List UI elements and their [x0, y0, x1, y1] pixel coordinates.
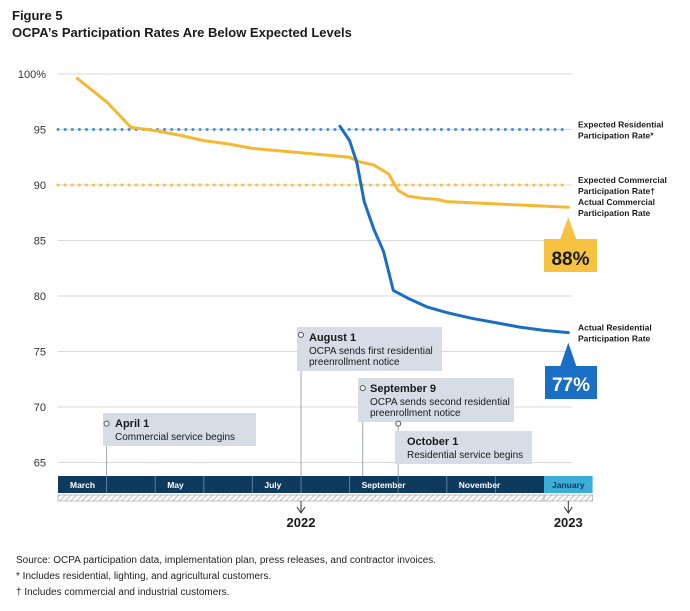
footnote-dagger: † Includes commercial and industrial cus… [16, 587, 230, 598]
annotation-title: September 9 [370, 383, 436, 395]
series-label: Participation Rate† [578, 186, 655, 196]
figure-label: Figure 5 [12, 8, 63, 23]
annotation-dot [359, 385, 366, 392]
y-tick-label: 65 [34, 458, 46, 470]
y-tick-label: 85 [34, 236, 46, 248]
figure-title: OCPA’s Participation Rates Are Below Exp… [12, 25, 352, 40]
series-label: Participation Rate [578, 334, 651, 344]
annotation-box [297, 327, 442, 371]
year-arrow-head [563, 506, 573, 514]
timeline-bar-2023 [544, 476, 593, 493]
series-line-actual-residential-participation-rate [338, 124, 570, 335]
month-label-march: March [70, 480, 95, 490]
month-label-july: July [264, 480, 281, 490]
footnotes: Source: OCPA participation data, impleme… [16, 553, 436, 601]
footnote-star: * Includes residential, lighting, and ag… [16, 571, 272, 582]
annotation-title: August 1 [309, 332, 356, 344]
series-label: Actual Residential [578, 323, 652, 333]
y-tick-label: 75 [34, 347, 46, 359]
month-label-november: November [459, 480, 501, 490]
annotation-title: October 1 [407, 436, 458, 448]
series-label: Expected Commercial [578, 175, 667, 185]
annotation-box [103, 413, 256, 446]
y-tick-label: 80 [34, 291, 46, 303]
month-label-january: January [552, 480, 585, 490]
y-tick-label: 70 [34, 402, 46, 414]
month-label-may: May [167, 480, 184, 490]
annotation-dot [103, 420, 110, 427]
annotation-dot [298, 331, 304, 338]
end-callout-commercial [544, 217, 597, 272]
end-value-commercial: 88% [551, 249, 589, 270]
annotation-dot [395, 420, 402, 427]
annotation-text: preenrollment notice [309, 357, 400, 368]
series-label: Expected Residential [578, 120, 664, 130]
y-tick-label: 95 [34, 125, 46, 137]
annotation-title: April 1 [115, 418, 149, 430]
annotation-text: OCPA sends first residential [309, 346, 433, 357]
annotation-box [395, 431, 532, 464]
series-line-actual-commercial-participation-rate [75, 76, 570, 209]
series-label: Participation Rate [578, 208, 651, 218]
annotation-box [358, 378, 514, 422]
series-label: Actual Commercial [578, 197, 655, 207]
series-label: Participation Rate* [578, 131, 654, 141]
year-arrow-head [296, 506, 306, 514]
year-strip-2023 [543, 494, 593, 502]
y-tick-label: 90 [34, 180, 46, 192]
annotation-text: Residential service begins [407, 450, 523, 461]
annotation-text: Commercial service begins [115, 432, 235, 443]
y-tick-label: 100% [18, 69, 46, 81]
annotation-text: preenrollment notice [370, 408, 461, 419]
annotation-text: OCPA sends second residential [370, 397, 510, 408]
end-callout-residential [545, 342, 597, 399]
year-strip-2022 [57, 494, 545, 502]
end-value-residential: 77% [552, 375, 590, 396]
source-note: Source: OCPA participation data, impleme… [16, 555, 437, 566]
year-label-2022: 2022 [287, 515, 316, 530]
month-label-september: September [362, 480, 407, 490]
year-label-2023: 2023 [554, 515, 583, 530]
